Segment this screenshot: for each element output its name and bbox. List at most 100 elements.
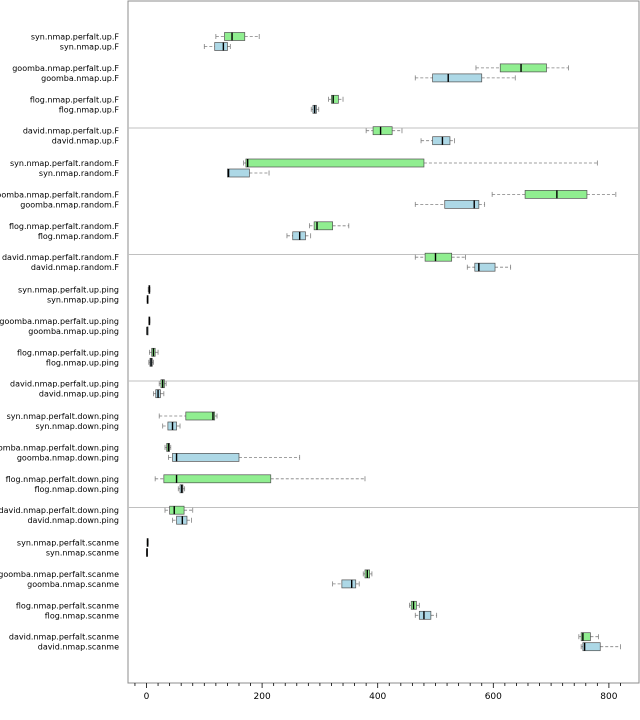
box-goomba-nmap-scanme [332,579,360,589]
box-iqr [245,158,425,168]
category-label: flog.nmap.perfalt.random.F [9,222,119,231]
category-label: flog.nmap.down.ping [34,485,119,494]
category-label: flog.nmap.perfalt.down.ping [6,475,119,484]
box-iqr [163,474,272,484]
box-david-nmap-perfalt-down-ping [164,505,194,515]
box-syn-nmap-perfalt-scanme [146,538,149,547]
box-flog-nmap-random-F [286,231,312,241]
box-david-nmap-scanme [580,642,621,652]
box-david-nmap-up-F [420,136,455,146]
box-goomba-nmap-up-F [414,73,516,83]
box-goomba-nmap-up-ping [146,326,149,336]
box-iqr [499,63,547,73]
category-label: flog.nmap.up.F [59,105,120,114]
box-goomba-nmap-random-F [414,200,486,209]
category-label: goomba.nmap.random.F [20,200,119,209]
box-iqr [172,453,240,462]
box-syn-nmap-up-F [203,42,231,51]
category-label: syn.nmap.perfalt.up.F [31,33,120,42]
box-david-nmap-perfalt-up-F [365,126,403,136]
x-tick-label: 600 [485,692,502,702]
category-label: syn.nmap.up.ping [47,296,119,305]
box-iqr [169,505,185,515]
category-label: flog.nmap.up.ping [46,358,119,367]
category-label: syn.nmap.down.ping [36,422,119,431]
category-label: david.nmap.down.ping [27,516,119,525]
boxes-layer [146,32,621,652]
box-iqr [331,94,339,104]
category-label: syn.nmap.perfalt.scanme [17,539,119,548]
box-flog-nmap-perfalt-up-F [328,94,344,104]
box-syn-nmap-perfalt-down-ping [158,411,218,421]
box-goomba-nmap-perfalt-random-F [491,190,617,199]
box-david-nmap-perfalt-up-ping [158,379,167,389]
box-david-nmap-random-F [466,262,512,272]
category-label: goomba.nmap.down.ping [17,453,119,462]
box-syn-nmap-scanme [146,548,148,557]
box-goomba-nmap-down-ping [168,453,301,462]
box-iqr [580,632,591,642]
box-david-nmap-perfalt-scanme [578,632,599,642]
box-goomba-nmap-perfalt-up-ping [148,316,151,326]
category-label: david.nmap.perfalt.scanme [9,633,119,642]
category-label: goomba.nmap.up.ping [28,327,119,336]
category-label: goomba.nmap.perfalt.random.F [0,190,119,199]
box-syn-nmap-up-ping [146,295,149,304]
category-label: flog.nmap.perfalt.up.ping [17,348,119,357]
box-iqr [341,579,357,589]
box-syn-nmap-perfalt-up-F [215,32,260,41]
box-flog-nmap-up-F [310,104,320,114]
category-label: syn.nmap.scanme [46,549,119,558]
box-david-nmap-perfalt-random-F [414,252,466,262]
box-flog-nmap-perfalt-down-ping [154,474,366,484]
box-goomba-nmap-perfalt-up-F [475,63,569,73]
category-label: goomba.nmap.scanme [27,580,119,589]
plot-frame [127,0,640,684]
category-label: goomba.nmap.perfalt.scanme [0,570,119,579]
box-iqr [313,221,333,231]
box-iqr [227,168,250,178]
box-flog-nmap-perfalt-scanme [409,600,420,610]
box-iqr [214,42,228,51]
category-label: syn.nmap.random.F [39,169,119,178]
box-iqr [444,200,480,209]
box-syn-nmap-random-F [227,168,270,178]
box-flog-nmap-perfalt-up-ping [148,347,159,357]
box-iqr [418,610,432,620]
category-label: flog.nmap.random.F [38,232,120,241]
box-david-nmap-down-ping [172,515,192,525]
x-tick-label: 200 [254,692,271,702]
box-iqr [432,73,483,83]
box-iqr [582,642,601,652]
box-flog-nmap-perfalt-random-F [309,221,350,231]
x-tick-label: 400 [369,692,386,702]
category-label: david.nmap.perfalt.down.ping [0,506,119,515]
box-syn-nmap-down-ping [162,421,181,431]
category-label: syn.nmap.perfalt.up.ping [18,286,119,295]
category-label: flog.nmap.perfalt.scanme [16,601,119,610]
category-label: flog.nmap.perfalt.up.F [30,95,120,104]
category-label: goomba.nmap.perfalt.up.ping [0,317,119,326]
category-label: david.nmap.perfalt.up.F [23,127,120,136]
box-goomba-nmap-perfalt-down-ping [164,443,172,452]
box-iqr [372,126,393,136]
category-label: goomba.nmap.up.F [41,74,119,83]
box-iqr [185,411,216,421]
category-label: david.nmap.perfalt.up.ping [10,380,119,389]
x-tick-label: 0 [144,692,150,702]
box-flog-nmap-down-ping [177,484,186,494]
box-iqr [432,136,451,146]
category-label: goomba.nmap.perfalt.down.ping [0,443,119,452]
box-iqr [224,32,246,41]
category-label: syn.nmap.perfalt.random.F [10,159,119,168]
box-iqr [474,262,496,272]
category-label: david.nmap.up.F [52,137,120,146]
box-iqr [424,252,453,262]
group-separators [128,127,639,508]
category-label: syn.nmap.perfalt.down.ping [7,412,119,421]
category-label: david.nmap.perfalt.random.F [2,253,119,262]
category-label: flog.nmap.scanme [45,611,119,620]
box-iqr [524,190,588,199]
